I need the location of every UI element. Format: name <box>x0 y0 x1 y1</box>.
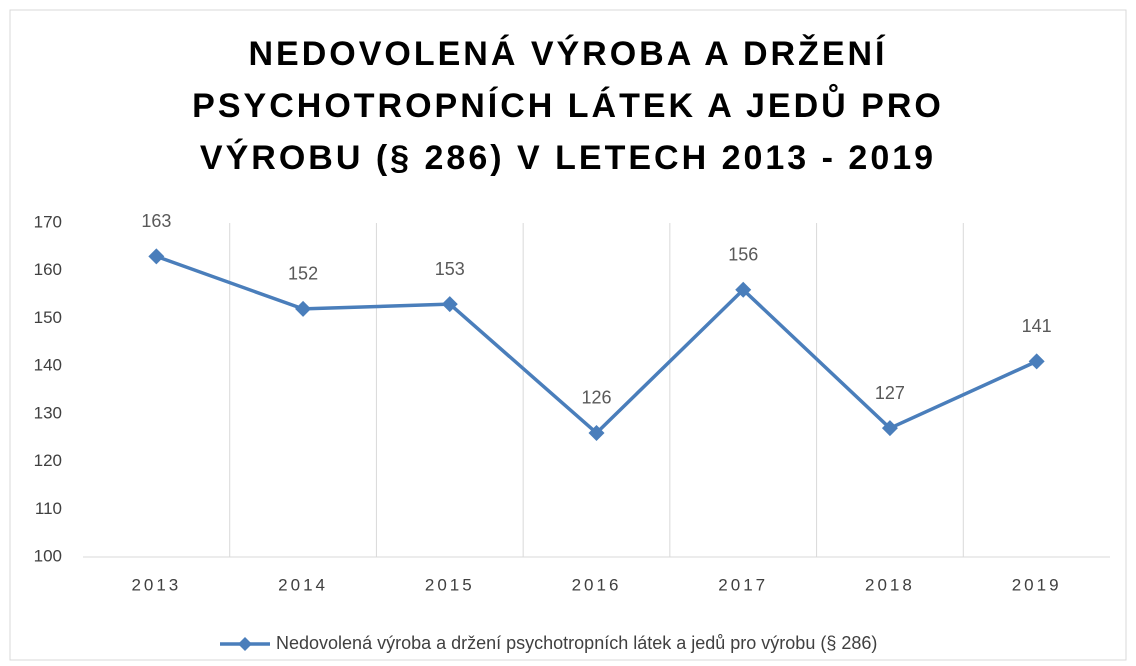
data-point <box>441 296 458 313</box>
legend-marker <box>238 637 252 651</box>
y-tick-label: 170 <box>34 212 62 231</box>
y-tick-label: 100 <box>34 546 62 565</box>
y-tick-label: 140 <box>34 356 62 375</box>
x-tick-label: 2017 <box>718 575 768 594</box>
y-tick-label: 150 <box>34 308 62 327</box>
data-point <box>588 424 605 441</box>
data-label: 152 <box>288 264 318 284</box>
data-label: 141 <box>1022 316 1052 336</box>
x-tick-label: 2015 <box>425 575 475 594</box>
x-tick-label: 2014 <box>278 575 328 594</box>
data-point <box>735 281 752 298</box>
data-label: 127 <box>875 383 905 403</box>
legend-label: Nedovolená výroba a držení psychotropníc… <box>276 633 877 653</box>
y-tick-label: 110 <box>35 499 62 518</box>
data-label: 126 <box>581 388 611 408</box>
data-point <box>881 420 898 437</box>
y-tick-label: 120 <box>34 451 62 470</box>
chart-title: NEDOVOLENÁ VÝROBA A DRŽENÍ PSYCHOTROPNÍC… <box>192 35 944 177</box>
chart-border <box>9 9 1127 661</box>
x-tick-label: 2013 <box>131 575 181 594</box>
data-label: 163 <box>141 211 171 231</box>
x-tick-label: 2019 <box>1012 575 1062 594</box>
data-label: 153 <box>435 259 465 279</box>
y-tick-label: 160 <box>34 260 62 279</box>
x-tick-label: 2018 <box>865 575 915 594</box>
data-label: 156 <box>728 245 758 265</box>
y-tick-label: 130 <box>34 403 62 422</box>
x-tick-label: 2016 <box>572 575 622 594</box>
data-point <box>295 300 312 317</box>
data-point <box>1028 353 1045 370</box>
data-point <box>148 248 165 265</box>
